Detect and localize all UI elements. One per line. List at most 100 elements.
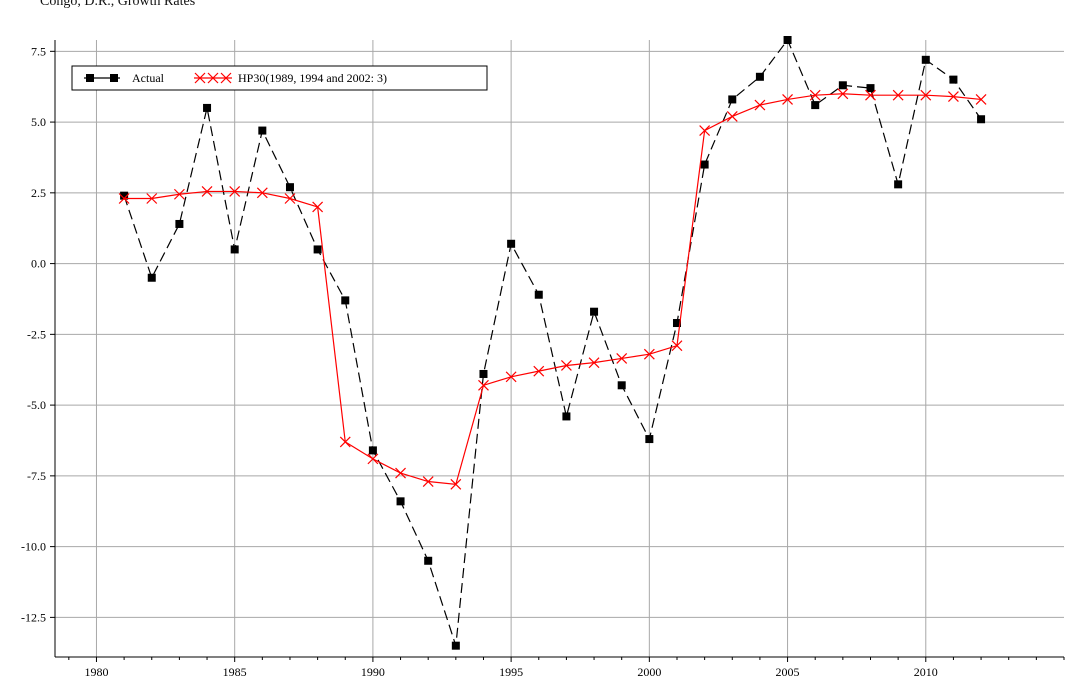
marker-stroke (450, 478, 462, 490)
marker-stroke (837, 88, 849, 100)
chart-title: Congo, D.R., Growth Rates (40, 0, 196, 9)
data-point-actual (396, 497, 405, 506)
data-point-actual (313, 245, 322, 254)
data-point-actual (341, 296, 350, 305)
data-point-hp30 (754, 99, 766, 111)
data-point-actual (977, 115, 986, 124)
legend-marker-hp30 (194, 72, 206, 84)
y-tick-label: 0.0 (31, 257, 46, 271)
marker-stroke (207, 72, 219, 84)
legend-marker-actual (110, 74, 118, 82)
data-point-actual (451, 641, 460, 650)
data-point-actual (479, 369, 488, 378)
data-point-hp30 (284, 193, 296, 204)
data-point-hp30 (560, 360, 572, 371)
marker-stroke (865, 89, 876, 101)
data-point-hp30 (173, 188, 185, 200)
marker-stroke (201, 185, 213, 197)
marker-stroke (422, 476, 434, 487)
data-point-actual (258, 126, 267, 135)
data-point-actual (285, 183, 294, 192)
marker-stroke (533, 365, 545, 377)
marker-stroke (505, 371, 517, 383)
data-point-hp30 (201, 185, 213, 197)
marker-stroke (118, 193, 130, 204)
marker-stroke (643, 348, 655, 360)
data-point-hp30 (505, 371, 517, 383)
y-tick-label: -12.5 (21, 610, 46, 624)
x-tick-label: 1990 (361, 665, 385, 679)
marker-stroke (560, 360, 572, 371)
marker-stroke (782, 94, 793, 105)
marker-stroke (146, 193, 158, 204)
series-line-actual (123, 38, 982, 646)
y-tick-label: -10.0 (21, 540, 46, 554)
marker-stroke (920, 89, 932, 101)
data-point-hp30 (422, 476, 434, 487)
data-point-actual (700, 160, 709, 169)
data-point-hp30 (367, 453, 379, 465)
data-point-actual (203, 103, 212, 112)
x-tick-label: 1980 (84, 665, 108, 679)
y-tick-label: -2.5 (27, 327, 46, 341)
series-layer (118, 36, 987, 650)
marker-stroke (588, 357, 600, 369)
data-point-hp30 (892, 89, 904, 101)
legend-marker-hp30 (207, 72, 219, 84)
data-point-hp30 (837, 88, 849, 100)
data-point-actual (755, 72, 764, 81)
marker-stroke (220, 72, 232, 84)
data-point-actual (562, 412, 571, 421)
y-tick-label: -7.5 (27, 469, 46, 483)
data-point-actual (645, 435, 654, 444)
data-point-hp30 (726, 110, 738, 122)
data-point-actual (507, 239, 516, 248)
data-point-hp30 (671, 340, 683, 352)
y-tick-label: 5.0 (31, 115, 46, 129)
legend-label-hp30: HP30(1989, 1994 and 2002: 3) (238, 71, 387, 85)
marker-stroke (312, 201, 324, 213)
y-tick-label: 2.5 (31, 186, 46, 200)
series-line-hp30 (124, 93, 982, 486)
data-point-hp30 (533, 365, 545, 377)
data-point-hp30 (395, 467, 406, 479)
data-point-actual (175, 219, 184, 228)
x-tick-label: 1985 (223, 665, 247, 679)
data-point-actual (424, 556, 433, 565)
data-point-actual (949, 75, 958, 84)
data-point-actual (120, 191, 129, 200)
marker-stroke (367, 453, 379, 465)
data-point-hp30 (865, 89, 876, 101)
y-tick-label: 7.5 (31, 44, 46, 58)
data-point-hp30 (643, 348, 655, 360)
marker-stroke (616, 352, 628, 364)
data-point-hp30 (975, 94, 987, 105)
data-point-actual (590, 307, 599, 316)
data-point-actual (783, 36, 792, 44)
x-tick-label: 2000 (637, 665, 661, 679)
data-point-hp30 (948, 91, 959, 103)
marker-stroke (256, 187, 268, 199)
data-point-hp30 (312, 201, 324, 213)
legend-marker-hp30 (220, 72, 232, 84)
marker-stroke (671, 340, 683, 352)
data-point-actual (230, 245, 239, 254)
y-tick-label: -5.0 (27, 398, 46, 412)
marker-stroke (948, 91, 959, 103)
marker-stroke (809, 89, 821, 101)
marker-stroke (395, 467, 406, 479)
data-point-hp30 (450, 478, 462, 490)
marker-stroke (194, 72, 206, 84)
legend-box (71, 65, 488, 91)
data-point-hp30 (146, 193, 158, 204)
marker-stroke (726, 110, 738, 122)
data-point-hp30 (809, 89, 821, 101)
marker-stroke (284, 193, 296, 204)
data-point-hp30 (118, 193, 130, 204)
data-point-hp30 (256, 187, 268, 199)
x-tick-label: 2010 (914, 665, 938, 679)
data-point-hp30 (920, 89, 932, 101)
marker-stroke (699, 125, 711, 136)
data-point-hp30 (616, 352, 628, 364)
